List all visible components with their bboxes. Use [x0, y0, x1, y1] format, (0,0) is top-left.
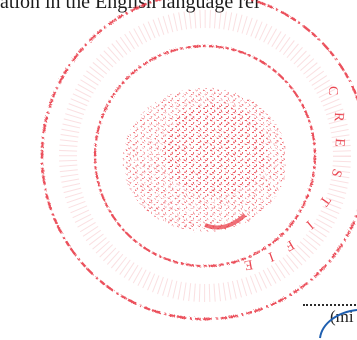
- stamp-outer-ring: [40, 0, 357, 321]
- svg-text:R: R: [331, 112, 346, 123]
- svg-text:E: E: [243, 256, 254, 272]
- cut-off-text-line: ation in the English language rel: [0, 0, 260, 13]
- dotted-line: [303, 304, 357, 310]
- svg-text:C: C: [325, 86, 340, 95]
- svg-text:I: I: [266, 248, 276, 264]
- svg-text:E: E: [331, 138, 347, 148]
- stamp-inner-ring: [93, 44, 317, 268]
